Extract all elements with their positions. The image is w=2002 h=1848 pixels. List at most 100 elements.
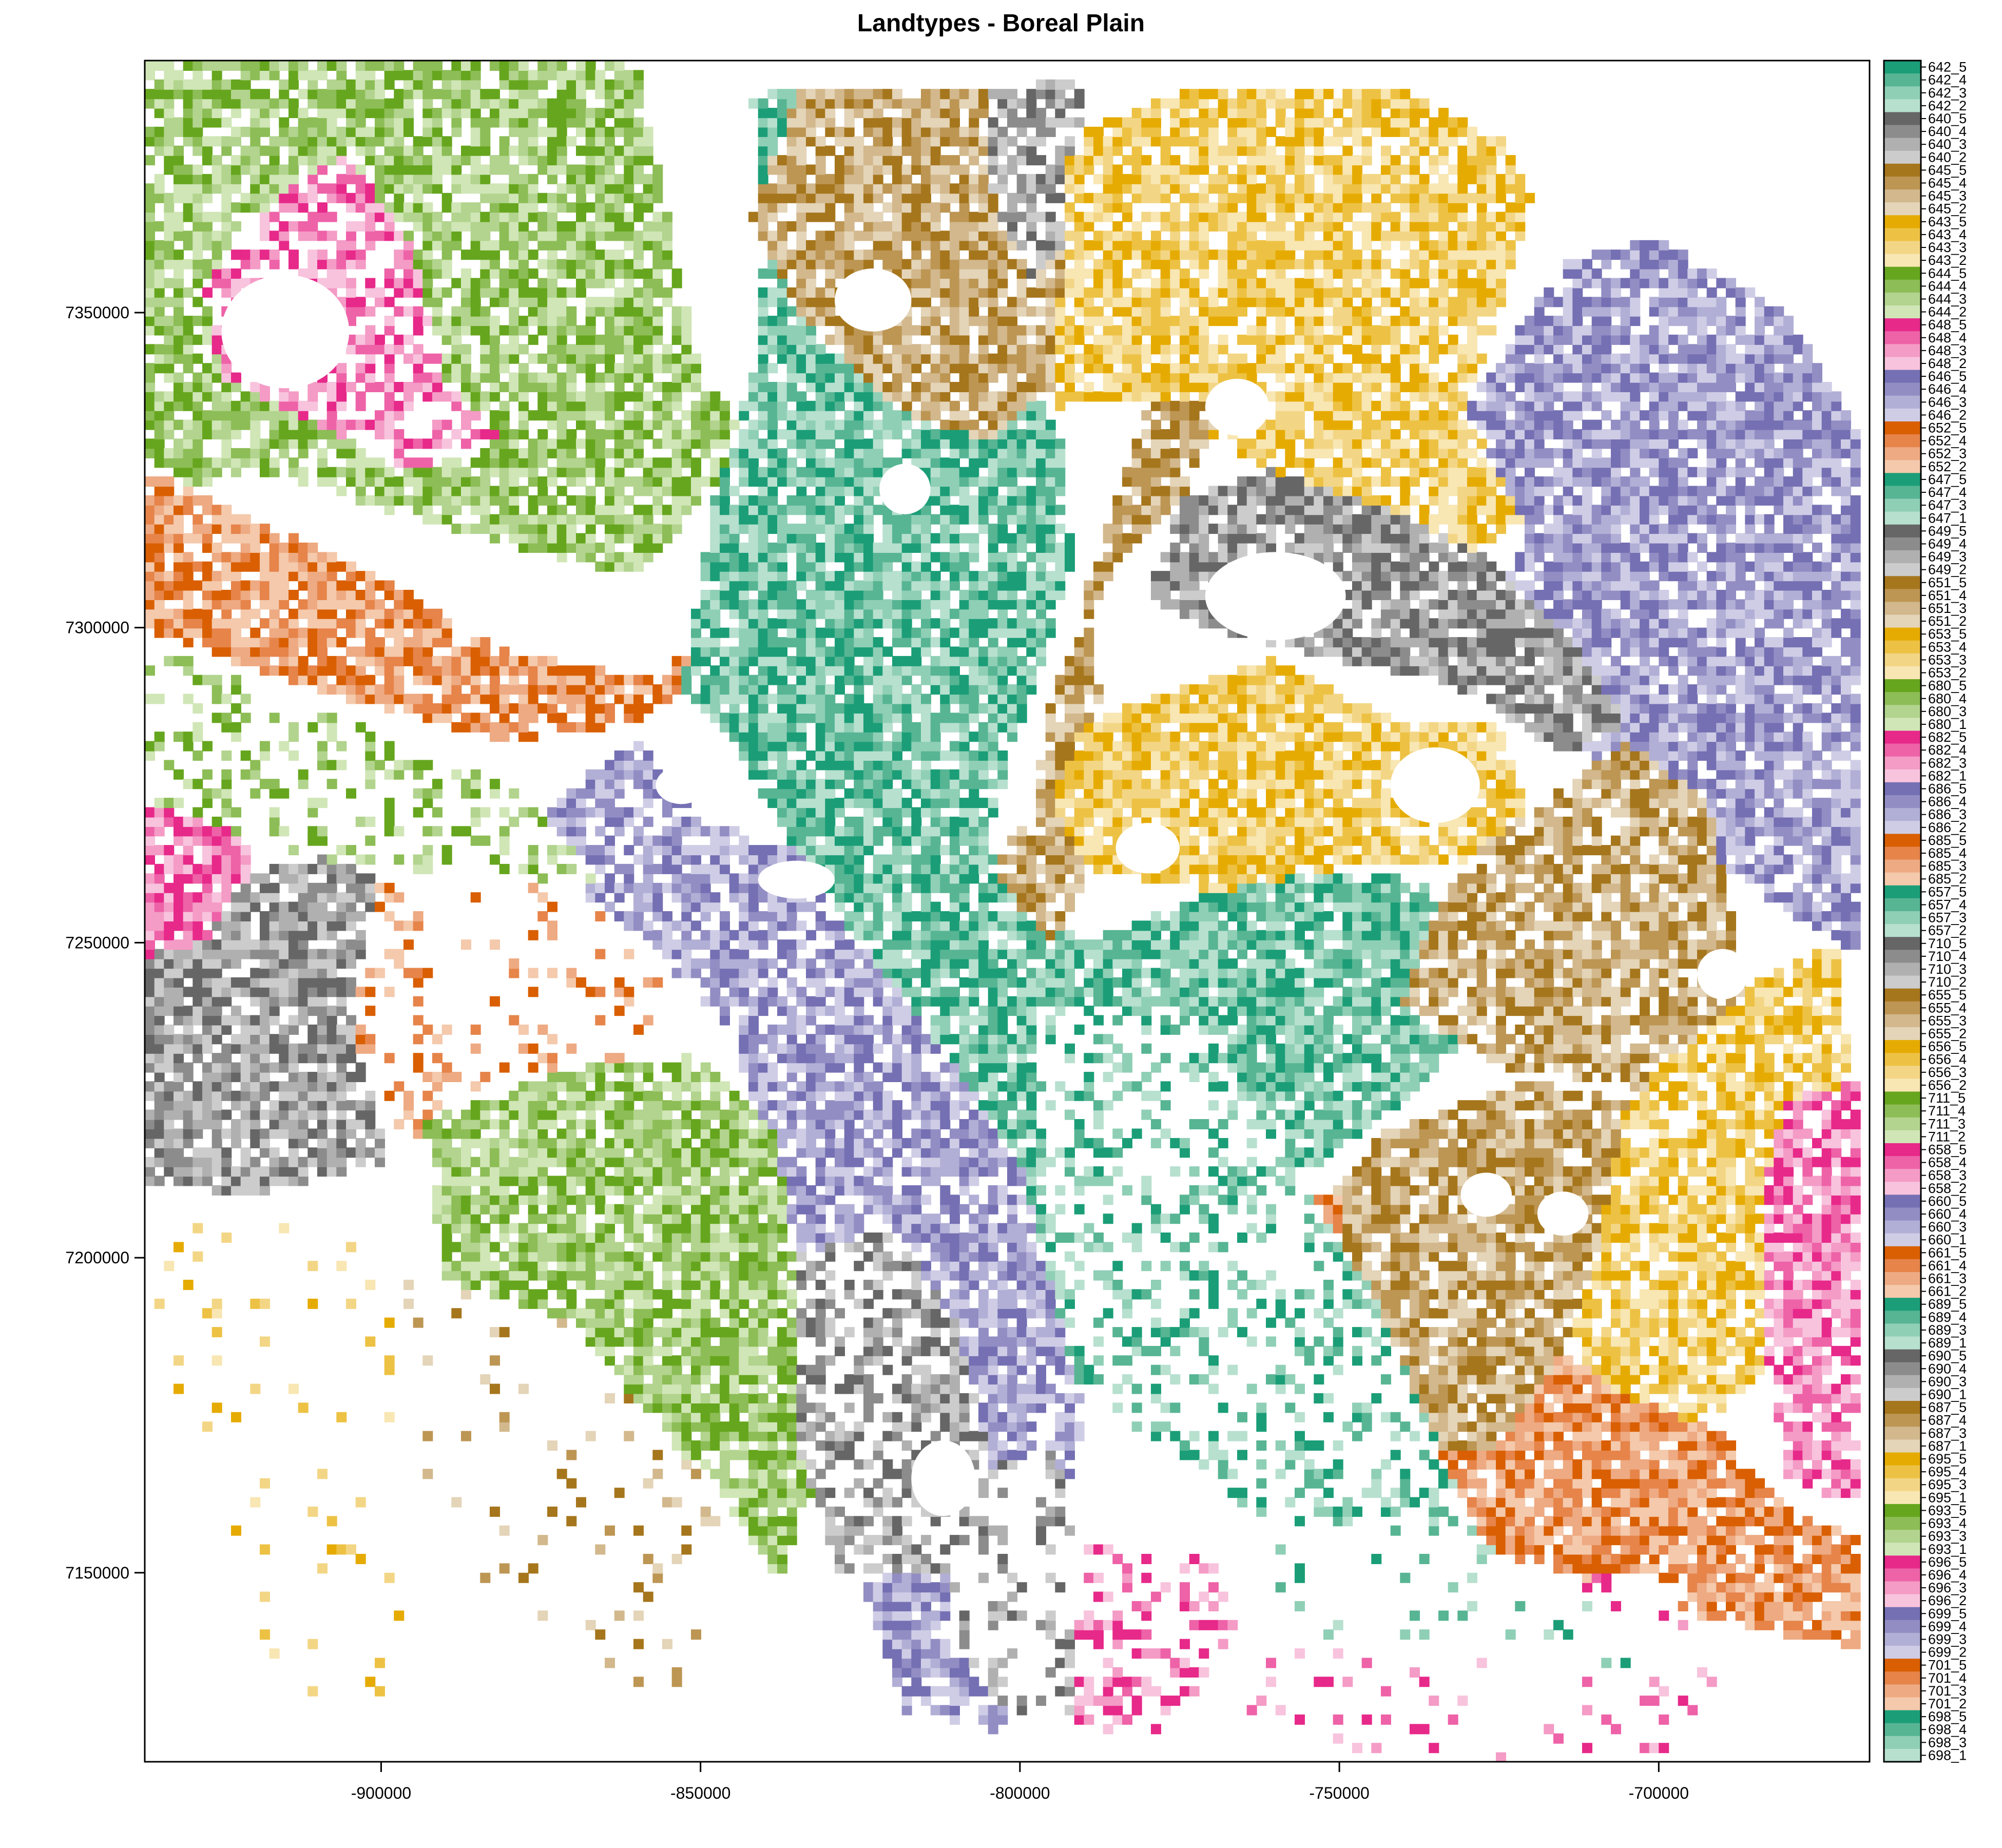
raster-cell [700,656,711,666]
raster-cell [279,590,290,600]
raster-cell [528,457,538,468]
raster-cell [461,353,471,364]
raster-cell [490,1289,500,1300]
raster-cell [336,145,347,156]
raster-cell [461,1214,471,1224]
raster-cell [326,108,337,119]
raster-cell [441,202,452,213]
raster-cell [710,1270,721,1281]
raster-cell [556,316,567,326]
raster-cell [490,514,500,525]
raster-cell [145,495,155,506]
raster-cell [691,1233,701,1243]
raster-cell [192,70,203,81]
raster-cell [355,665,366,676]
raster-cell [528,1157,538,1167]
raster-cell [518,1157,529,1167]
raster-cell [556,429,567,439]
raster-cell [490,533,500,544]
raster-cell [211,1402,222,1413]
raster-cell [384,230,395,241]
raster-cell [183,89,194,100]
raster-cell [422,760,433,771]
raster-cell [365,968,376,978]
raster-cell [365,230,376,241]
raster-cell [614,1128,625,1139]
raster-cell [346,249,356,260]
raster-cell [403,1100,414,1111]
raster-cell [346,192,356,203]
raster-cell [681,1374,692,1385]
raster-cell [192,1223,203,1234]
raster-cell [691,1421,701,1432]
raster-cell [566,174,577,184]
raster-cell [681,372,692,383]
raster-cell [633,155,644,166]
raster-cell [164,249,175,260]
raster-cell [298,410,309,421]
raster-cell [633,703,644,714]
raster-cell [537,911,548,921]
raster-cell [317,665,328,676]
raster-cell [432,713,442,723]
raster-cell [662,1497,672,1508]
raster-cell [509,372,519,383]
raster-cell [441,514,452,525]
raster-cell [164,61,175,71]
raster-cell [547,316,557,326]
raster-cell [298,155,309,166]
raster-cell [202,1024,213,1035]
raster-cell [729,892,740,903]
raster-cell [192,1090,203,1101]
raster-cell [691,627,701,638]
raster-cell [346,306,356,317]
raster-cell [183,202,194,213]
raster-cell [346,278,356,288]
raster-cell [576,1119,586,1129]
raster-cell [164,618,175,629]
raster-cell [499,665,510,676]
raster-cell [317,882,328,893]
raster-cell [576,410,586,421]
raster-cell [231,1185,241,1196]
raster-cell [605,325,615,336]
raster-cell [355,571,366,582]
raster-cell [480,835,491,846]
raster-cell [566,788,577,799]
raster-cell [624,1166,634,1177]
raster-cell [729,958,740,969]
raster-cell [652,259,663,270]
raster-cell [164,939,175,950]
raster-cell [624,410,634,421]
raster-cell [202,911,213,921]
raster-cell [547,1157,557,1167]
raster-cell [490,287,500,298]
raster-cell [260,1478,270,1489]
raster-cell [326,476,337,487]
raster-cell [413,259,424,270]
raster-cell [221,391,232,402]
raster-cell [595,306,606,317]
raster-cell [317,98,328,109]
raster-cell [441,1185,452,1196]
raster-cell [164,486,175,496]
raster-cell [566,363,577,374]
raster-cell [710,1109,721,1120]
raster-cell [432,353,442,364]
raster-cell [231,457,241,468]
raster-cell [269,713,280,723]
raster-cell [595,1081,606,1092]
raster-cell [154,410,165,421]
raster-cell [633,230,644,241]
raster-cell [174,1109,184,1120]
raster-cell [556,126,567,137]
raster-cell [326,98,337,109]
raster-cell [221,1157,232,1167]
raster-cell [441,627,452,638]
raster-cell [566,183,577,194]
raster-cell [164,117,175,128]
raster-cell [652,1242,663,1253]
raster-cell [375,580,385,591]
raster-cell [461,155,471,166]
raster-cell [269,1648,280,1659]
